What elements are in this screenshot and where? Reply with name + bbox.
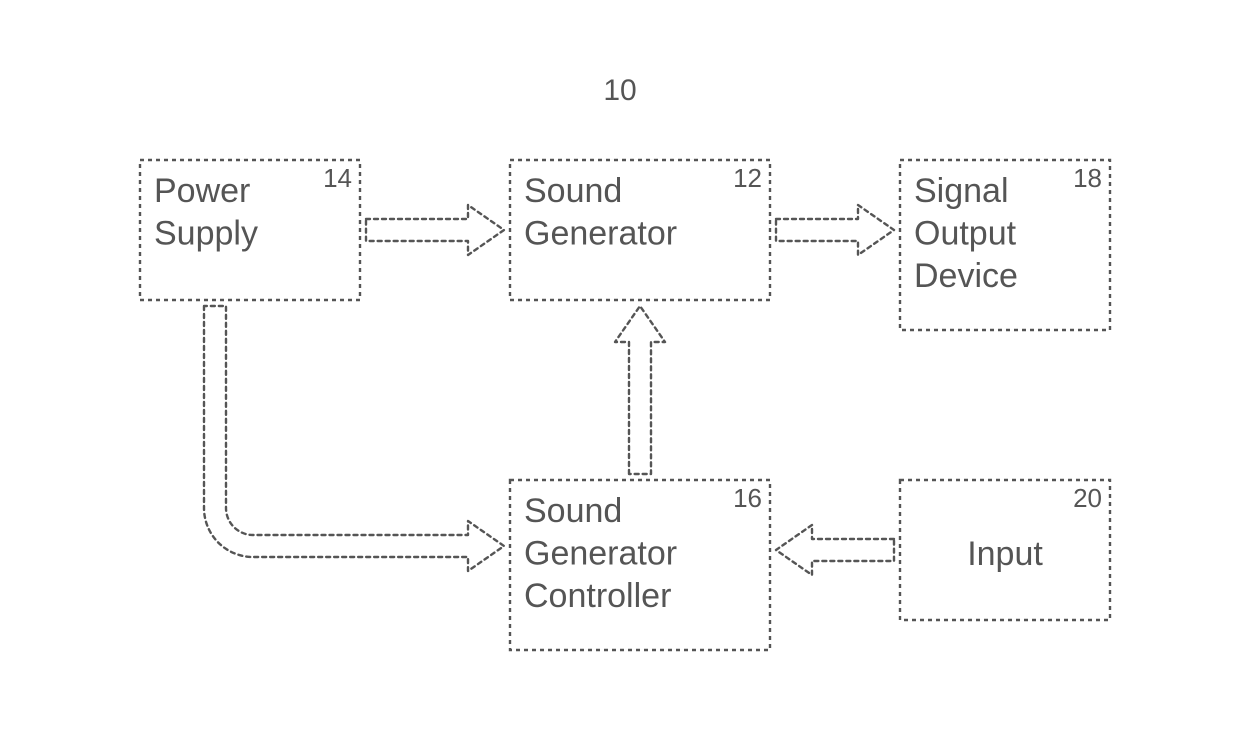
node-signal_output_device-label-1: Output [914,215,1017,253]
node-input-label-0: Input [967,535,1043,573]
node-power_supply-label-1: Supply [154,215,258,253]
arrow-power-to-soundgen [366,205,504,255]
node-power_supply-label-0: Power [154,172,250,210]
node-sound_generator-number: 12 [733,163,762,193]
arrow-soundgen-to-output [776,205,894,255]
node-sound_generator-label-1: Generator [524,215,677,253]
node-signal_output_device-label-0: Signal [914,172,1009,210]
node-sound_generator_controller-label-0: Sound [524,492,622,530]
node-input-number: 20 [1073,483,1102,513]
arrow-controller-to-soundgen [615,306,665,474]
node-power_supply-number: 14 [323,163,352,193]
node-signal_output_device-number: 18 [1073,163,1102,193]
node-sound_generator_controller-label-1: Generator [524,535,677,573]
diagram-title: 10 [603,74,636,107]
node-signal_output_device-label-2: Device [914,257,1018,295]
arrow-input-to-controller [776,525,894,575]
arrow-power-to-controller [204,306,504,571]
node-sound_generator_controller-number: 16 [733,483,762,513]
node-sound_generator-label-0: Sound [524,172,622,210]
node-sound_generator_controller-label-2: Controller [524,577,671,615]
